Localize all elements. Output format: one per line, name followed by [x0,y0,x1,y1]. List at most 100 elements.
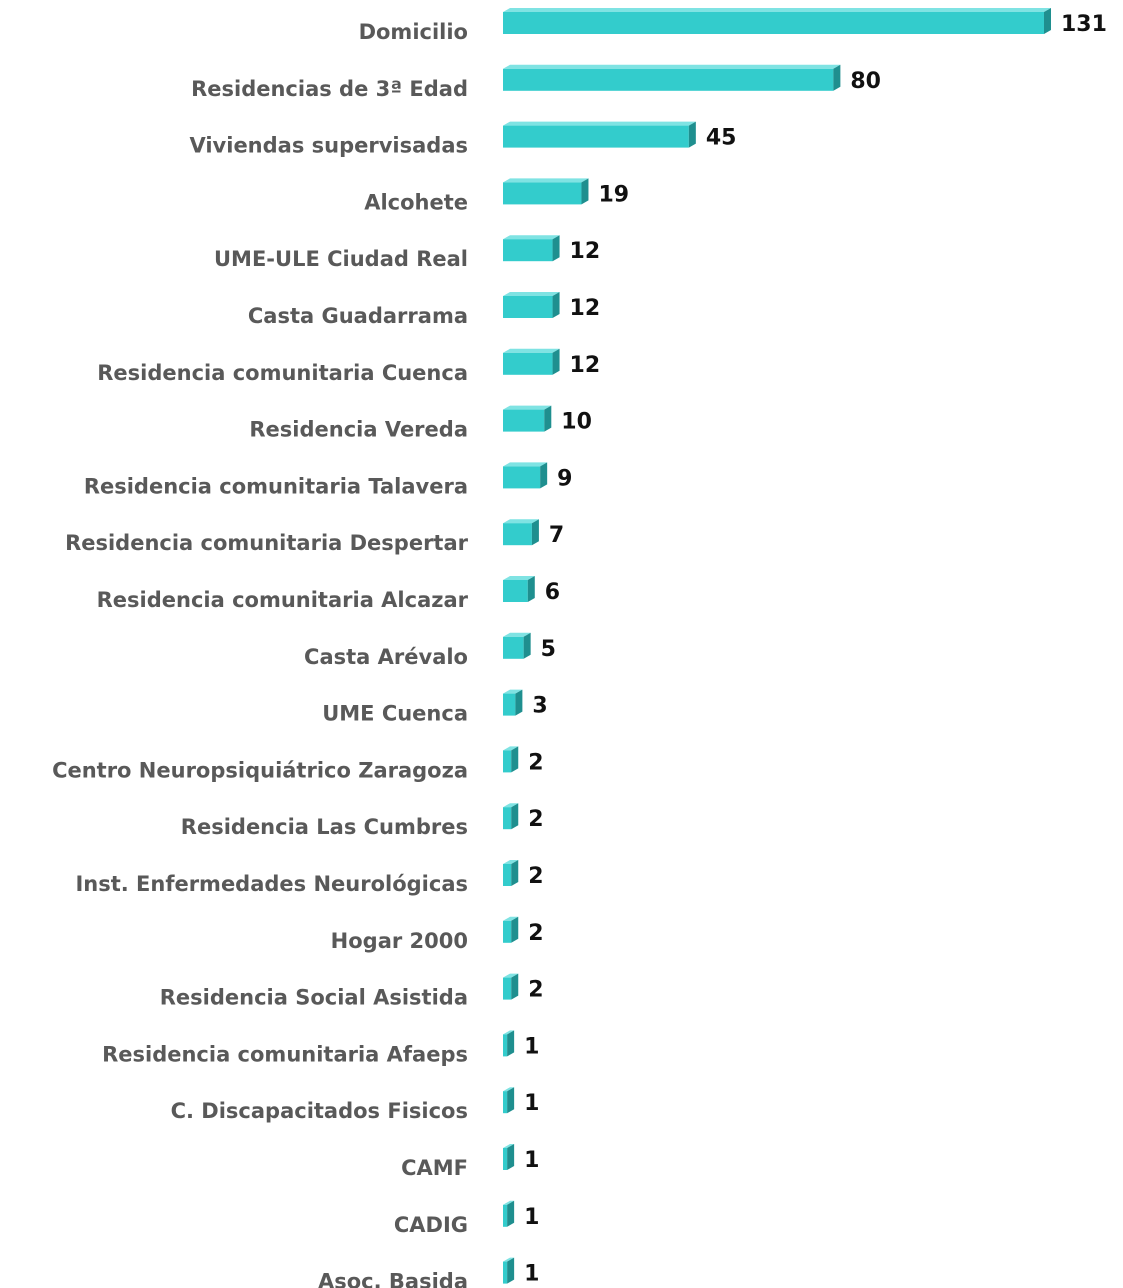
category-label: Domicilio [359,20,468,44]
category-label: Residencia Las Cumbres [181,815,468,839]
category-label: Residencia comunitaria Alcazar [97,588,469,612]
bar [503,693,516,716]
bar-top [503,1087,515,1092]
category-label: Residencia comunitaria Despertar [65,531,469,555]
category-label: C. Discapacitados Fisicos [171,1099,468,1123]
bar-side [552,235,560,262]
bar-side [507,1087,515,1114]
value-label: 12 [570,353,601,378]
value-label: 6 [545,580,560,605]
category-label: Residencia Social Asistida [160,986,468,1010]
value-label: 2 [528,864,543,889]
value-label: 5 [541,637,556,662]
bar-top [503,178,589,183]
value-label: 2 [528,750,543,775]
bar [503,977,512,1000]
value-label: 7 [549,523,564,548]
value-label: 2 [528,978,543,1003]
bar [503,636,524,659]
bar-top [503,64,841,69]
bar-side [552,292,560,318]
category-label: Casta Guadarrama [248,304,468,328]
value-label: 1 [524,1262,539,1287]
value-label: 12 [570,296,601,321]
category-label: Residencia Vereda [249,418,468,442]
bar-top [503,632,531,637]
bar [503,1261,508,1284]
bar-side [507,1257,515,1284]
bar [503,750,512,773]
value-label: 12 [570,239,601,264]
category-label: UME-ULE Ciudad Real [214,247,468,271]
bar-top [503,519,539,524]
bar [503,1091,508,1114]
category-label: Hogar 2000 [331,929,468,953]
bar-side [540,462,548,489]
bar-top [503,462,548,467]
value-label: 45 [706,126,737,151]
bar [503,12,1044,34]
bar-top [503,235,560,240]
bar [503,352,553,375]
bar-top [503,1257,515,1262]
bar [503,864,512,886]
bar [503,296,553,318]
value-label: 3 [532,694,547,719]
value-label: 1 [524,1091,539,1116]
bar-side [581,178,589,205]
bar [503,68,834,91]
category-label: Residencia comunitaria Cuenca [97,361,468,385]
bar-top [503,689,523,694]
bar-side [511,746,519,773]
bar-top [503,8,1051,12]
bar [503,182,582,205]
value-label: 80 [850,69,881,94]
bar-side [511,916,519,943]
category-label: Centro Neuropsiquiátrico Zaragoza [52,758,468,782]
bar [503,807,512,830]
category-label: UME Cuenca [322,702,468,726]
bar-top [503,1200,515,1205]
category-label: CADIG [394,1213,468,1237]
bar-side [515,689,523,716]
bar [503,523,532,546]
bar [503,580,528,602]
bar-top [503,121,696,126]
value-label: 19 [598,182,629,207]
bar-top [503,1144,515,1148]
value-label: 1 [524,1148,539,1173]
bar-side [531,519,539,546]
category-label: Alcohete [364,190,468,214]
bar-side [523,632,531,659]
bar [503,239,553,262]
category-label: Residencia comunitaria Talavera [84,474,468,498]
bar-side [1044,8,1051,34]
value-label: 2 [528,807,543,832]
bar-side [511,803,519,830]
bar [503,1148,508,1170]
bar [503,409,545,432]
category-label: Asoc. Basida [318,1270,468,1288]
bar-side [511,973,519,1000]
value-label: 10 [561,410,592,435]
bar-top [503,746,519,751]
bar-top [503,292,560,296]
value-label: 1 [524,1205,539,1230]
bar-side [507,1030,515,1057]
bar-top [503,1030,515,1035]
bar-side [507,1144,515,1170]
category-label: Residencias de 3ª Edad [191,77,468,101]
value-label: 2 [528,921,543,946]
category-label: Viviendas supervisadas [189,134,468,158]
value-label: 1 [524,1034,539,1059]
bar-top [503,803,519,808]
bar-top [503,973,519,978]
value-label: 131 [1061,12,1107,37]
category-label: Residencia comunitaria Afaeps [102,1042,468,1066]
bar-side [833,64,841,91]
bar [503,1034,508,1057]
bar-top [503,405,552,410]
bar-side [527,576,535,602]
